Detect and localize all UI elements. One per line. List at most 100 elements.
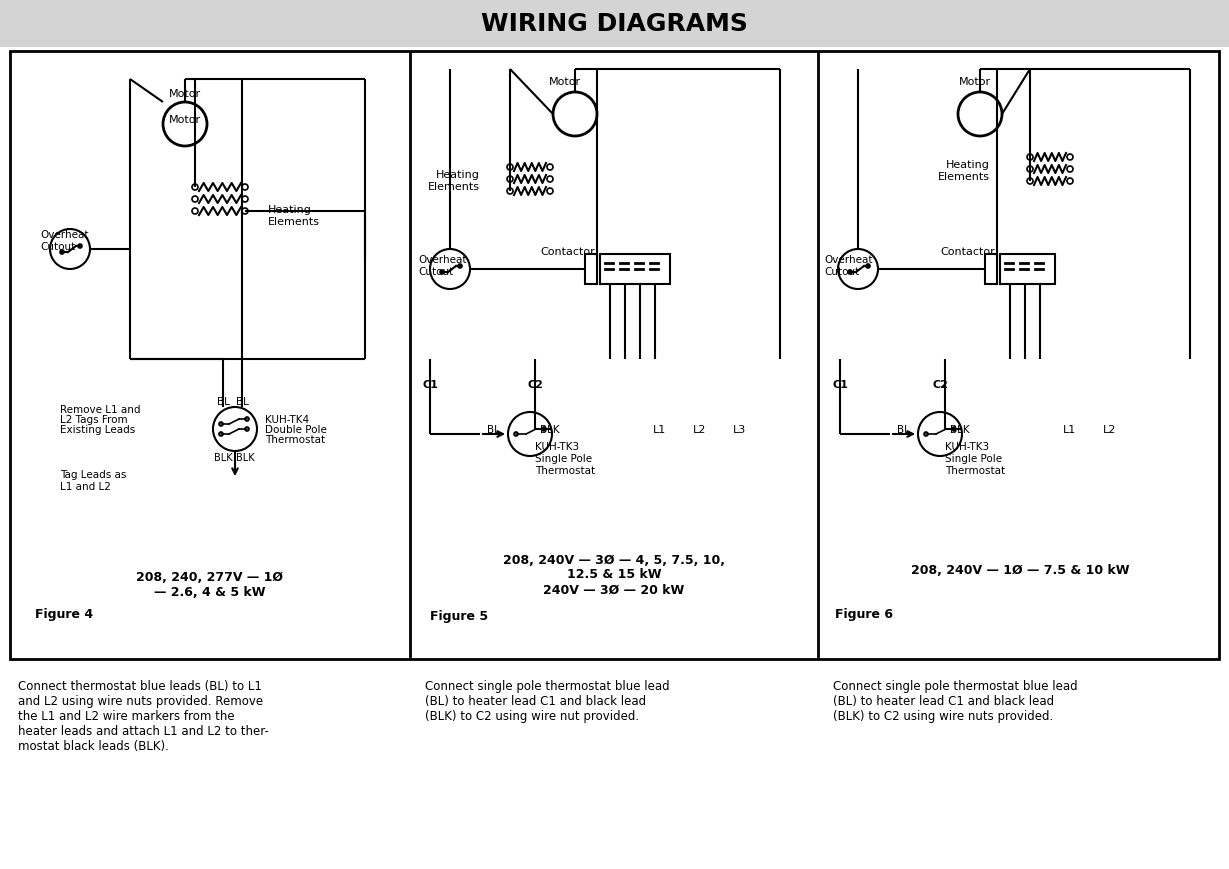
Text: Overheat: Overheat bbox=[41, 229, 88, 240]
Circle shape bbox=[242, 209, 248, 215]
Text: Motor: Motor bbox=[168, 115, 202, 125]
Circle shape bbox=[547, 165, 553, 171]
Text: L1 and L2: L1 and L2 bbox=[60, 481, 111, 492]
Text: BL: BL bbox=[487, 425, 500, 434]
Circle shape bbox=[219, 422, 222, 427]
Circle shape bbox=[514, 433, 517, 436]
Text: Figure 4: Figure 4 bbox=[34, 607, 93, 620]
Text: C1: C1 bbox=[422, 380, 438, 389]
Text: Thermostat: Thermostat bbox=[265, 434, 326, 444]
Bar bbox=[585, 255, 597, 285]
Text: Elements: Elements bbox=[938, 172, 991, 182]
Text: Overheat: Overheat bbox=[418, 255, 467, 265]
Text: Connect single pole thermostat blue lead
(BL) to heater lead C1 and black lead
(: Connect single pole thermostat blue lead… bbox=[833, 680, 1078, 722]
Circle shape bbox=[508, 176, 512, 182]
Circle shape bbox=[1027, 167, 1034, 173]
Text: Tag Leads as: Tag Leads as bbox=[60, 469, 127, 480]
Circle shape bbox=[430, 249, 469, 289]
Text: C2: C2 bbox=[527, 380, 543, 389]
Circle shape bbox=[242, 185, 248, 191]
Bar bbox=[600, 255, 670, 285]
Text: Heating: Heating bbox=[436, 169, 481, 180]
Text: L2: L2 bbox=[1104, 425, 1117, 434]
Circle shape bbox=[245, 417, 249, 421]
Text: KUH-TK3: KUH-TK3 bbox=[945, 441, 989, 452]
Text: BLK: BLK bbox=[214, 453, 232, 462]
Circle shape bbox=[508, 165, 512, 171]
Circle shape bbox=[77, 245, 82, 249]
Text: BL: BL bbox=[897, 425, 909, 434]
Circle shape bbox=[924, 433, 928, 436]
Text: Elements: Elements bbox=[268, 216, 320, 227]
Text: BL: BL bbox=[236, 396, 248, 407]
Text: Connect thermostat blue leads (BL) to L1
and L2 using wire nuts provided. Remove: Connect thermostat blue leads (BL) to L1… bbox=[18, 680, 269, 753]
Text: Figure 6: Figure 6 bbox=[834, 607, 893, 620]
Text: BLK: BLK bbox=[950, 425, 970, 434]
Text: L2 Tags From: L2 Tags From bbox=[60, 415, 128, 425]
Text: 208, 240, 277V — 1Ø
— 2.6, 4 & 5 kW: 208, 240, 277V — 1Ø — 2.6, 4 & 5 kW bbox=[136, 570, 284, 599]
Circle shape bbox=[1027, 155, 1034, 161]
Text: L3: L3 bbox=[734, 425, 747, 434]
Circle shape bbox=[60, 251, 64, 255]
Circle shape bbox=[1027, 179, 1034, 185]
Circle shape bbox=[547, 189, 553, 195]
Text: C2: C2 bbox=[932, 380, 948, 389]
Text: Contactor: Contactor bbox=[940, 247, 994, 256]
Circle shape bbox=[1067, 179, 1073, 185]
Circle shape bbox=[192, 185, 198, 191]
Text: Cutout: Cutout bbox=[41, 242, 75, 252]
Circle shape bbox=[192, 209, 198, 215]
Text: Motor: Motor bbox=[168, 89, 202, 99]
Text: Motor: Motor bbox=[959, 77, 991, 87]
Text: Cutout: Cutout bbox=[418, 267, 454, 276]
Text: Thermostat: Thermostat bbox=[535, 466, 595, 475]
Circle shape bbox=[848, 270, 852, 275]
Text: L1: L1 bbox=[654, 425, 666, 434]
Text: Cutout: Cutout bbox=[823, 267, 859, 276]
Circle shape bbox=[508, 413, 552, 456]
Text: Motor: Motor bbox=[549, 77, 581, 87]
Text: Single Pole: Single Pole bbox=[535, 454, 592, 463]
Circle shape bbox=[219, 433, 222, 436]
Circle shape bbox=[542, 428, 546, 432]
Text: KUH-TK3: KUH-TK3 bbox=[535, 441, 579, 452]
Text: Contactor: Contactor bbox=[540, 247, 595, 256]
Text: Double Pole: Double Pole bbox=[265, 425, 327, 434]
Circle shape bbox=[1067, 155, 1073, 161]
Circle shape bbox=[213, 408, 257, 452]
Circle shape bbox=[50, 229, 90, 269]
Text: KUH-TK4: KUH-TK4 bbox=[265, 415, 310, 425]
Text: C1: C1 bbox=[832, 380, 848, 389]
Text: 208, 240V — 1Ø — 7.5 & 10 kW: 208, 240V — 1Ø — 7.5 & 10 kW bbox=[911, 563, 1129, 576]
Text: L1: L1 bbox=[1063, 425, 1077, 434]
Circle shape bbox=[957, 93, 1002, 136]
Bar bbox=[10, 52, 1219, 660]
Circle shape bbox=[192, 196, 198, 202]
Text: BL: BL bbox=[216, 396, 230, 407]
Circle shape bbox=[458, 265, 462, 269]
Text: BLK: BLK bbox=[236, 453, 254, 462]
Text: Connect single pole thermostat blue lead
(BL) to heater lead C1 and black lead
(: Connect single pole thermostat blue lead… bbox=[425, 680, 670, 722]
Circle shape bbox=[547, 176, 553, 182]
Circle shape bbox=[440, 270, 444, 275]
Text: L2: L2 bbox=[693, 425, 707, 434]
Bar bbox=[984, 255, 997, 285]
Text: Figure 5: Figure 5 bbox=[430, 610, 488, 623]
Text: Heating: Heating bbox=[268, 205, 312, 215]
Text: 208, 240V — 3Ø — 4, 5, 7.5, 10,
12.5 & 15 kW
240V — 3Ø — 20 kW: 208, 240V — 3Ø — 4, 5, 7.5, 10, 12.5 & 1… bbox=[503, 553, 725, 596]
Circle shape bbox=[242, 196, 248, 202]
Text: Heating: Heating bbox=[946, 160, 991, 169]
Text: WIRING DIAGRAMS: WIRING DIAGRAMS bbox=[481, 12, 747, 36]
Circle shape bbox=[553, 93, 597, 136]
Circle shape bbox=[163, 103, 206, 147]
Circle shape bbox=[245, 428, 249, 432]
Text: Thermostat: Thermostat bbox=[945, 466, 1005, 475]
Text: Existing Leads: Existing Leads bbox=[60, 425, 135, 434]
Bar bbox=[1000, 255, 1054, 285]
Circle shape bbox=[918, 413, 962, 456]
Text: BLK: BLK bbox=[540, 425, 559, 434]
Text: Remove L1 and: Remove L1 and bbox=[60, 405, 140, 415]
Bar bbox=[0, 0, 1229, 48]
Circle shape bbox=[508, 189, 512, 195]
Circle shape bbox=[952, 428, 956, 432]
